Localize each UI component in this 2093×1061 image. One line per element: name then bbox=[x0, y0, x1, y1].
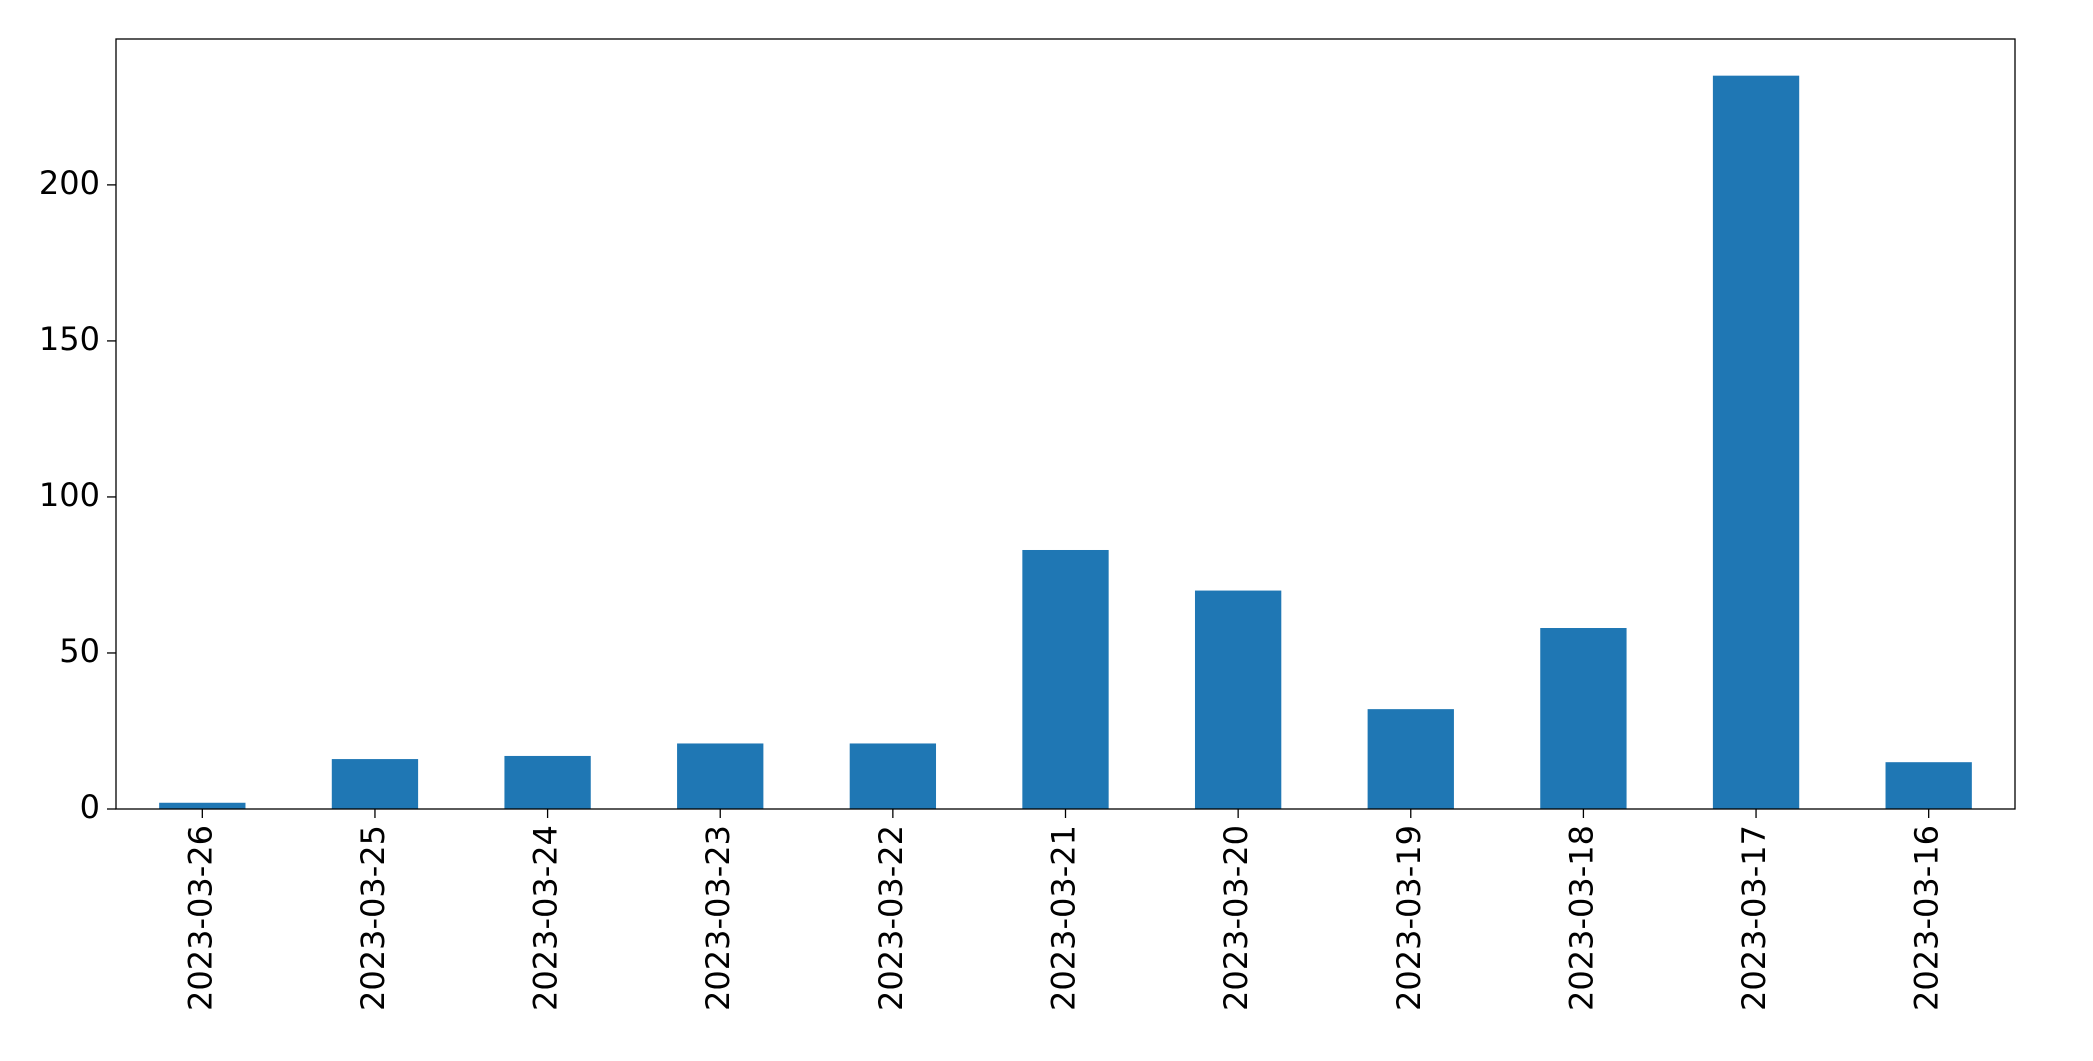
bar bbox=[159, 802, 246, 809]
x-tick-label: 2023-03-24 bbox=[527, 825, 565, 1011]
bar bbox=[1540, 628, 1627, 809]
x-tick-label: 2023-03-26 bbox=[181, 825, 219, 1011]
x-tick-label: 2023-03-17 bbox=[1735, 825, 1773, 1011]
y-tick-label: 150 bbox=[39, 320, 100, 358]
x-tick-label: 2023-03-16 bbox=[1908, 825, 1946, 1011]
bar bbox=[1885, 762, 1972, 809]
bar bbox=[1022, 549, 1109, 809]
y-tick-label: 50 bbox=[59, 632, 100, 670]
y-tick-label: 200 bbox=[39, 164, 100, 202]
bar bbox=[677, 743, 764, 809]
bar bbox=[1712, 75, 1800, 809]
bar bbox=[504, 755, 591, 809]
x-tick-label: 2023-03-23 bbox=[699, 825, 737, 1011]
x-tick-label: 2023-03-19 bbox=[1390, 825, 1428, 1011]
bar bbox=[1194, 590, 1282, 809]
plot-frame bbox=[115, 38, 2016, 810]
bar bbox=[1367, 709, 1454, 809]
x-tick-label: 2023-03-25 bbox=[354, 825, 392, 1011]
bar bbox=[849, 743, 937, 809]
x-tick-label: 2023-03-20 bbox=[1217, 825, 1255, 1011]
x-tick-label: 2023-03-18 bbox=[1562, 825, 1600, 1011]
y-tick-label: 0 bbox=[80, 788, 100, 826]
x-tick-label: 2023-03-22 bbox=[872, 825, 910, 1011]
x-tick-label: 2023-03-21 bbox=[1045, 825, 1083, 1011]
y-tick-label: 100 bbox=[39, 476, 100, 514]
bar bbox=[331, 759, 419, 809]
